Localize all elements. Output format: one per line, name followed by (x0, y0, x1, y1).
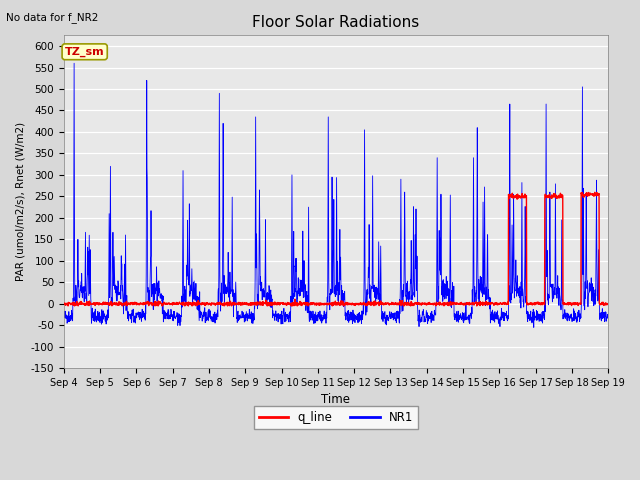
Text: TZ_sm: TZ_sm (65, 47, 104, 57)
q_line (604, 302, 612, 308)
q_line (64, 303, 72, 309)
NR1 (572, 311, 579, 316)
NR1 (352, 315, 360, 321)
Legend: q_line, NR1: q_line, NR1 (254, 407, 418, 429)
NR1 (60, 312, 68, 318)
NR1 (604, 314, 612, 320)
q_line (591, 190, 598, 195)
NR1 (557, 304, 564, 310)
q_line (364, 300, 371, 305)
q_line (212, 301, 220, 307)
NR1 (364, 287, 371, 292)
NR1 (212, 312, 220, 317)
NR1 (530, 324, 538, 330)
q_line (556, 192, 564, 198)
q_line (352, 301, 360, 307)
X-axis label: Time: Time (321, 394, 351, 407)
Title: Floor Solar Radiations: Floor Solar Radiations (252, 15, 420, 30)
Y-axis label: PAR (umol/m2/s), Rnet (W/m2): PAR (umol/m2/s), Rnet (W/m2) (15, 122, 25, 281)
q_line (494, 302, 502, 308)
Line: NR1: NR1 (64, 63, 608, 327)
q_line (60, 301, 68, 307)
NR1 (494, 315, 502, 321)
NR1 (70, 60, 78, 66)
q_line (572, 300, 579, 306)
Line: q_line: q_line (64, 192, 608, 306)
Text: No data for f_NR2: No data for f_NR2 (6, 12, 99, 23)
